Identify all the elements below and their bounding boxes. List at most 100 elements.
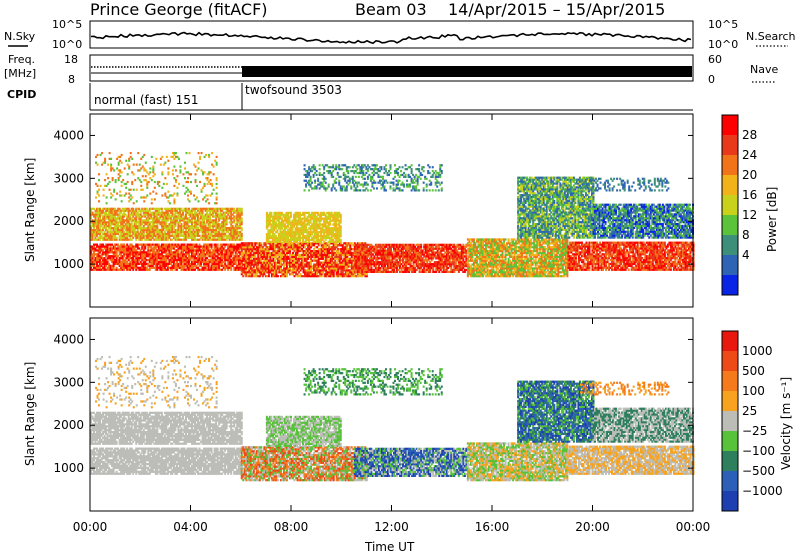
power-cell [140,225,142,227]
power-cell [195,173,197,175]
power-cell [207,198,209,200]
power-cell [351,262,353,264]
power-cell [137,152,139,154]
power-cell [179,169,181,171]
power-cell [232,225,234,227]
power-cell [251,244,253,246]
power-cell [298,271,300,273]
power-cell [179,212,181,214]
cpid-mode-normal: normal (fast) 151 [94,93,198,107]
power-cell [280,262,282,264]
power-cell [241,229,243,231]
power-cell [200,263,202,265]
power-cell [154,162,156,164]
power-cell [245,269,247,271]
power-cell [182,173,184,175]
power-cell [204,185,206,187]
power-cell [262,275,264,277]
power-cell [206,257,208,259]
power-cell [107,177,109,179]
power-cell [287,237,289,239]
power-cell [299,216,301,218]
power-cell [241,212,243,214]
power-cell [288,218,290,220]
power-cell [149,251,151,253]
power-cell [121,154,123,156]
power-cell [211,152,213,154]
power-cell [295,235,297,237]
power-cell [275,256,277,258]
power-cell [232,251,234,253]
power-cell [137,229,139,231]
power-cell [198,200,200,202]
power-cell [286,260,288,262]
power-cell [143,237,145,239]
power-cell [185,239,187,241]
power-cell [239,231,241,233]
power-cell [144,265,146,267]
power-cell [173,185,175,187]
power-cell [340,220,342,222]
power-cell [198,162,200,164]
power-cell [140,181,142,183]
power-cell [131,223,133,225]
power-cell [98,253,100,255]
power-cell [167,219,169,221]
power-cell [196,169,198,171]
power-cell [297,252,299,254]
power-cell [197,233,199,235]
power-cell [289,250,291,252]
power-cell [98,194,100,196]
power-cell [128,196,130,198]
power-cell [129,215,131,217]
power-cell [281,227,283,229]
power-cell [196,253,198,255]
power-cell [154,181,156,183]
power-cell [99,217,101,219]
power-cell [335,221,337,223]
power-cell [158,244,160,246]
power-cell [303,244,305,246]
nsky-label: N.Sky [4,30,36,43]
power-cell [216,198,218,200]
power-cell [185,191,187,193]
power-cell [193,229,195,231]
power-cell [328,235,330,237]
power-cell [241,221,243,223]
power-cell [107,164,109,166]
freq-label: Freq. [8,53,35,66]
power-cell [151,156,153,158]
power-cell [223,231,225,233]
power-cell [269,221,271,223]
power-cell [208,154,210,156]
power-cell [250,265,252,267]
power-cell [307,258,309,260]
power-cell [337,218,339,220]
power-cell [92,212,94,214]
power-cell [281,212,283,214]
power-cell [144,215,146,217]
power-cell [140,212,142,214]
power-cell [144,257,146,259]
power-cell [110,196,112,198]
power-cell [115,181,117,183]
power-cell [185,229,187,231]
power-cell [179,165,181,167]
power-cell [306,260,308,262]
power-cell [224,233,226,235]
power-cell [128,165,130,167]
power-cell [179,221,181,223]
power-cell [120,253,122,255]
power-cell [216,177,218,179]
power-cell [149,177,151,179]
power-cell [175,179,177,181]
power-cell [217,255,219,257]
power-cell [119,169,121,171]
power-cell [132,269,134,271]
power-cell [317,212,319,214]
power-cell [204,196,206,198]
power-cell [205,259,207,261]
power-cell [284,246,286,248]
power-cell [194,210,196,212]
power-cell [116,158,118,160]
